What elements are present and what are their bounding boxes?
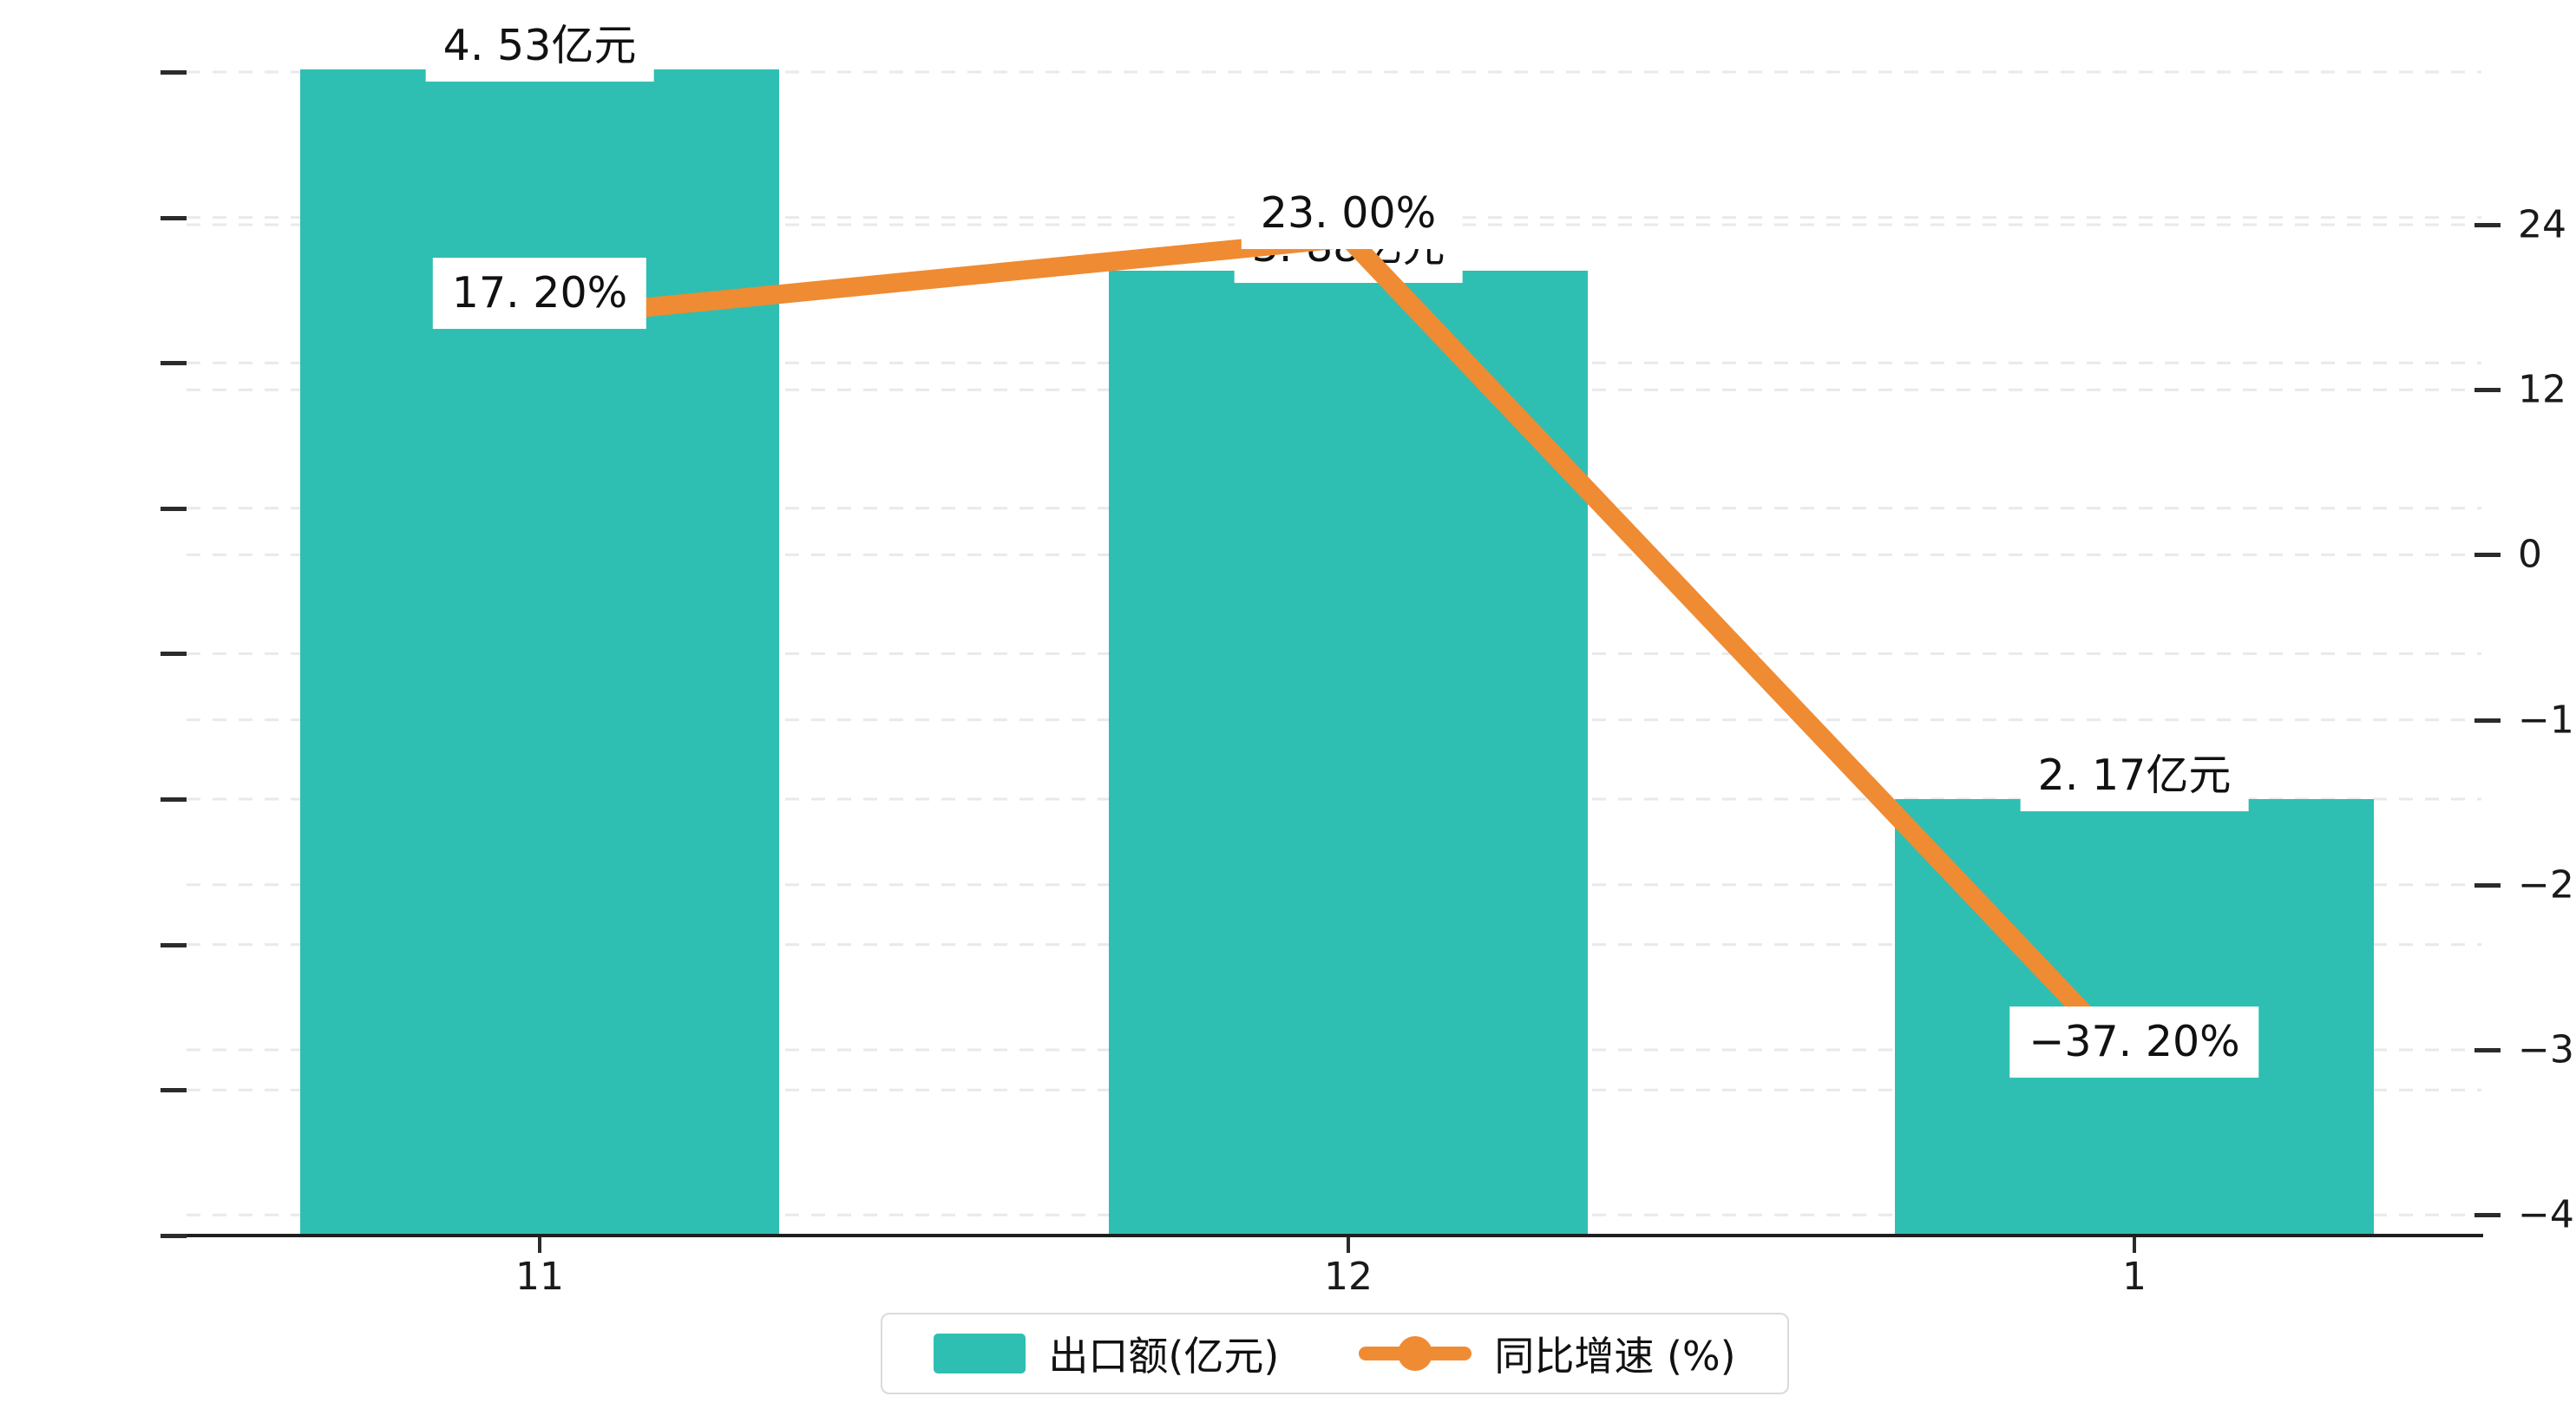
y-axis-right-tick-mark — [2474, 882, 2501, 888]
y-axis-right-tick-label: 0 — [2518, 532, 2542, 577]
y-axis-right-tick-label: 12 — [2518, 367, 2566, 412]
x-axis-tick-mark — [2133, 1237, 2136, 1253]
y-axis-right-tick-mark — [2474, 223, 2501, 227]
y-axis-right-tick-mark — [2474, 1048, 2501, 1052]
y-axis-left-tick-mark — [161, 215, 187, 220]
y-axis-left-tick-mark — [161, 506, 187, 511]
bar-series-swatch — [934, 1334, 1026, 1373]
growth-line — [538, 227, 2141, 1073]
y-axis-right-tick-label: −36 — [2518, 1027, 2576, 1072]
y-axis-left-tick-mark — [161, 652, 187, 657]
y-axis-left-tick-mark — [161, 1233, 187, 1238]
x-axis-tick-mark — [538, 1237, 541, 1253]
y-axis-left-tick-mark — [161, 1088, 187, 1093]
y-axis-left-tick-mark — [161, 361, 187, 366]
x-axis-line — [187, 1234, 2483, 1237]
x-axis-tick-mark — [1347, 1237, 1350, 1253]
bar-value-label: 2. 17亿元 — [2020, 740, 2249, 812]
line-value-label: 17. 20% — [432, 258, 647, 330]
y-axis-left-tick-mark — [161, 70, 187, 75]
legend-label-growth: 同比增速 (%) — [1494, 1333, 1736, 1380]
line-value-label: 23. 00% — [1241, 178, 1456, 250]
y-axis-right-tick-label: −24 — [2518, 862, 2576, 908]
legend: 出口额(亿元) 同比增速 (%) — [881, 1313, 1789, 1394]
y-axis-right-tick-mark — [2474, 553, 2501, 558]
line-series-swatch — [1359, 1334, 1472, 1373]
legend-item-export[interactable]: 出口额(亿元) — [934, 1325, 1279, 1382]
x-axis-category-label: 11 — [515, 1255, 564, 1299]
bar-value-label: 4. 53亿元 — [425, 10, 654, 82]
y-axis-right-tick-label: −12 — [2518, 698, 2576, 743]
y-axis-right-tick-mark — [2474, 1213, 2501, 1218]
y-axis-right-tick-label: −48 — [2518, 1192, 2576, 1237]
y-axis-right-tick-mark — [2474, 388, 2501, 393]
x-axis-category-label: 1 — [2122, 1255, 2147, 1299]
x-axis-category-label: 12 — [1324, 1255, 1373, 1299]
y-axis-right-tick-label: 24 — [2518, 202, 2566, 247]
legend-item-growth[interactable]: 同比增速 (%) — [1359, 1325, 1736, 1382]
y-axis-left-tick-mark — [161, 942, 187, 947]
line-value-label: −37. 20% — [2009, 1006, 2259, 1078]
y-axis-left-tick-mark — [161, 797, 187, 802]
line-swatch-dot — [1398, 1336, 1433, 1371]
legend-label-export: 出口额(亿元) — [1048, 1333, 1280, 1380]
y-axis-right-tick-mark — [2474, 718, 2501, 723]
export-bar — [1109, 270, 1588, 1236]
